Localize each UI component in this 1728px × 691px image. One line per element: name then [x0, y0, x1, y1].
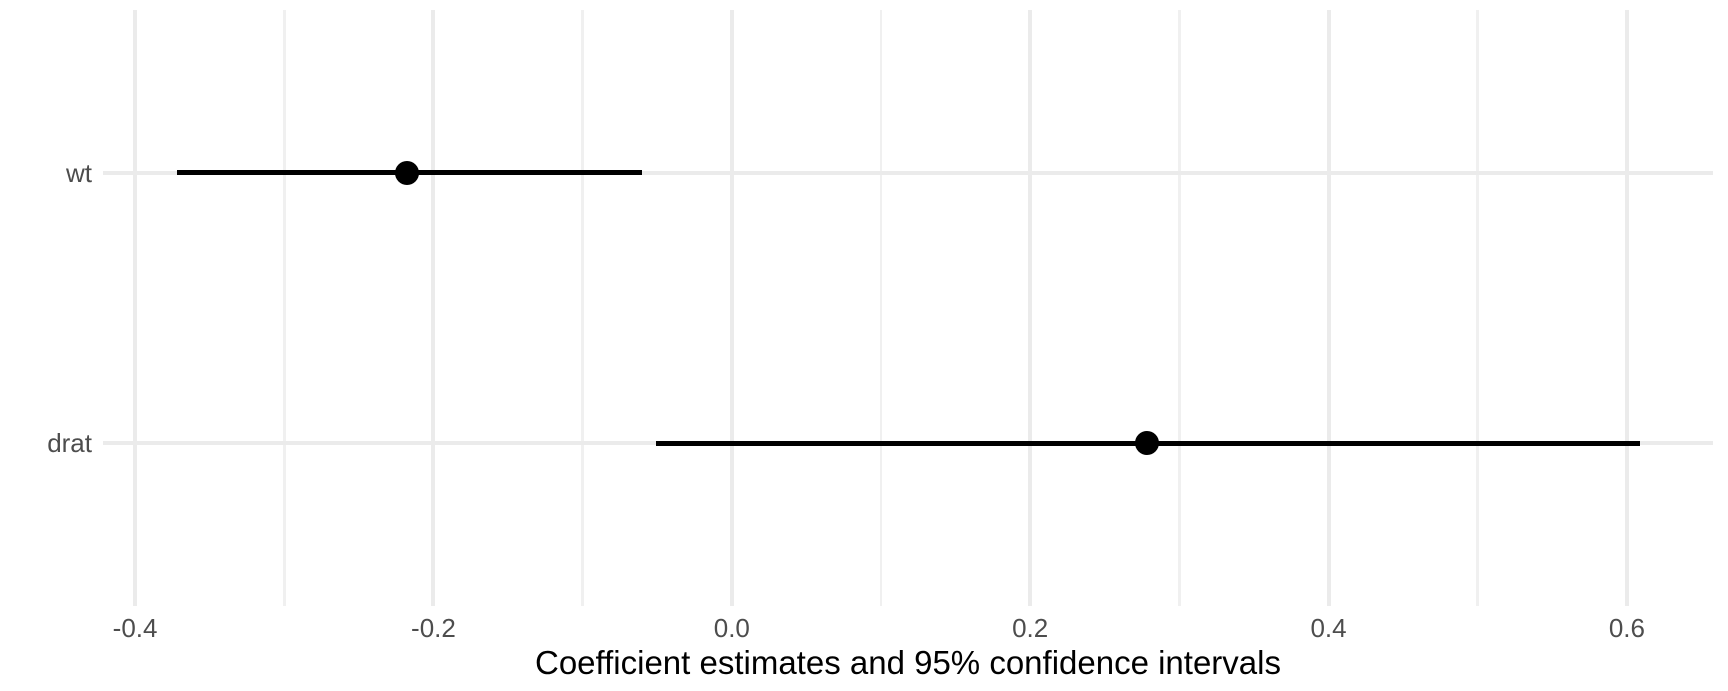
gridline-x-major — [431, 10, 436, 606]
gridline-x-minor — [1178, 10, 1181, 606]
gridline-x-major — [1624, 10, 1629, 606]
gridline-x-minor — [581, 10, 584, 606]
estimate-point — [1134, 431, 1159, 456]
estimate-point — [394, 160, 419, 185]
gridline-x-major — [729, 10, 734, 606]
gridline-x-minor — [1476, 10, 1479, 606]
y-axis-category-label: wt — [66, 157, 92, 188]
gridline-x-major — [1326, 10, 1331, 606]
gridline-x-major — [1028, 10, 1033, 606]
gridline-x-major — [133, 10, 138, 606]
x-axis-tick-label: -0.2 — [411, 613, 456, 643]
x-axis-tick-label: 0.0 — [713, 613, 750, 643]
gridline-x-minor — [283, 10, 286, 606]
x-axis-tick-label: -0.4 — [112, 613, 158, 643]
gridline-x-minor — [879, 10, 883, 606]
x-axis-title: Coefficient estimates and 95% confidence… — [535, 644, 1281, 681]
gridline-y-major — [103, 170, 1713, 175]
x-axis-tick-label: 0.2 — [1012, 613, 1049, 643]
y-axis-category-label: drat — [47, 428, 92, 459]
x-axis-tick-label: 0.4 — [1310, 613, 1347, 643]
x-axis-tick-label: 0.6 — [1608, 613, 1645, 643]
